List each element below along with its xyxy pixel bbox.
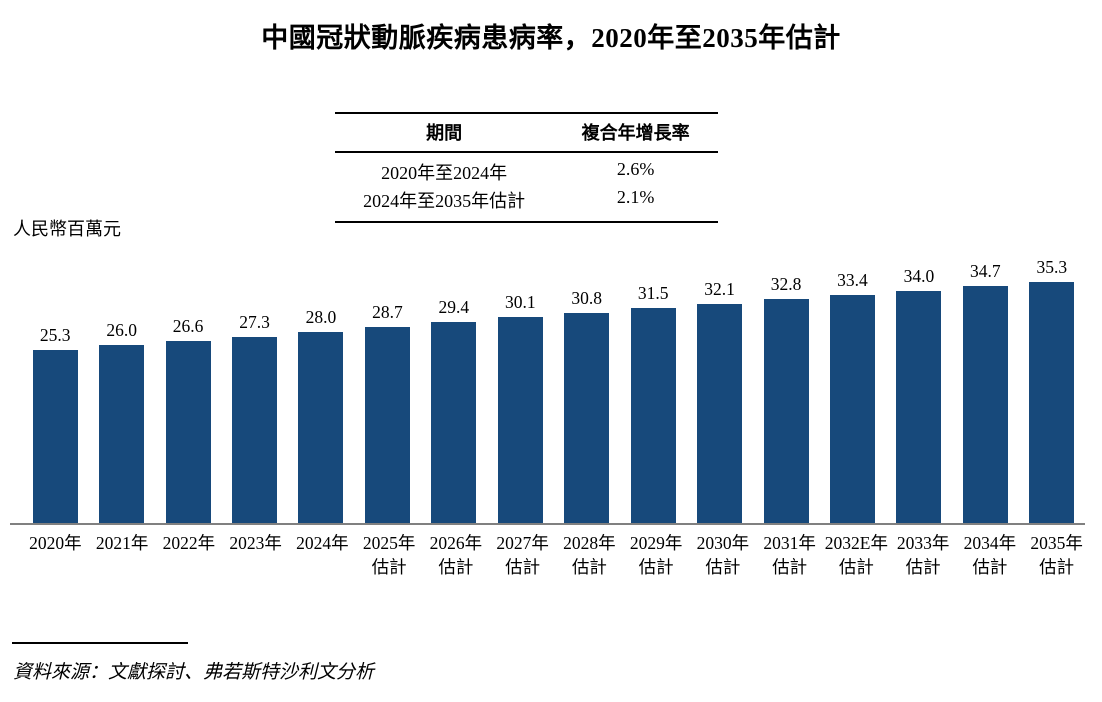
x-tick-label: 2023年 xyxy=(229,533,282,553)
cagr-header-period: 期間 xyxy=(426,123,463,143)
bar-value-label: 25.3 xyxy=(39,325,71,345)
bar-column: 35.3 xyxy=(1019,257,1085,523)
x-tick-label: 2022年 xyxy=(162,533,216,553)
bar-value-label: 31.5 xyxy=(637,283,669,303)
cagr-table: 期間 複合年增長率 2020年至2024年 2.6% 2024年至2035年估計… xyxy=(335,112,718,223)
bar-value-label: 34.7 xyxy=(970,261,1001,281)
cagr-period-cell: 2020年至2024年 xyxy=(381,163,508,183)
cagr-rate-cell: 2.6% xyxy=(616,159,655,179)
bar-column: 32.1 xyxy=(686,279,752,523)
bar xyxy=(697,304,743,523)
bar-value-label: 26.0 xyxy=(106,320,137,340)
bar-column: 28.0 xyxy=(288,307,354,523)
bar-value-label: 33.4 xyxy=(837,270,868,290)
x-tick-label: 2029年 估計 xyxy=(629,533,683,577)
bar-value-label: 32.8 xyxy=(770,274,802,294)
bar xyxy=(32,350,78,523)
bar-column: 26.0 xyxy=(88,320,154,523)
x-tick-label: 2033年 估計 xyxy=(896,533,950,577)
bar-value-label: 35.3 xyxy=(1036,257,1068,277)
bar xyxy=(829,295,875,523)
x-tick-label: 2027年 估計 xyxy=(496,533,549,577)
bar-value-label: 30.8 xyxy=(571,288,603,308)
x-tick-label: 2024年 xyxy=(296,533,349,553)
x-tick-label: 2021年 xyxy=(95,533,149,553)
x-tick-label: 2020年 xyxy=(29,533,82,553)
x-tick-label: 2025年 估計 xyxy=(362,533,416,577)
bar-value-label: 32.1 xyxy=(704,279,735,299)
bar xyxy=(896,291,942,523)
bar-value-label: 28.0 xyxy=(305,307,337,327)
x-tick-label: 2032E年 估計 xyxy=(824,533,888,577)
bar-column: 29.4 xyxy=(421,297,487,523)
bar-column: 25.3 xyxy=(22,325,88,523)
bar xyxy=(364,327,410,523)
x-tick-label: 2030年 估計 xyxy=(696,533,750,577)
bar-value-label: 26.6 xyxy=(172,316,204,336)
x-tick-label: 2034年 估計 xyxy=(963,533,1017,577)
bar xyxy=(431,322,477,523)
bar-value-label: 27.3 xyxy=(239,312,270,332)
cagr-rate-cell: 2.1% xyxy=(616,187,655,207)
bar-column: 31.5 xyxy=(620,283,686,523)
bar xyxy=(763,299,809,523)
x-tick-label: 2035年 估計 xyxy=(1030,533,1083,577)
bar-column: 30.1 xyxy=(487,292,553,523)
table-row: 2020年至2024年 2.6% xyxy=(335,158,718,186)
bar-column: 34.7 xyxy=(952,261,1018,523)
table-row: 2024年至2035年估計 2.1% xyxy=(335,186,718,214)
x-axis-ticks: 2020年 2021年 2022年 2023年 2024年 2025年 估計 2026年 估計 2… xyxy=(10,531,1090,579)
bar xyxy=(1029,282,1075,523)
bar-column: 26.6 xyxy=(155,316,221,523)
bar-column: 33.4 xyxy=(819,270,885,523)
source-note: 資料來源：文獻探討、弗若斯特沙利文分析 xyxy=(13,662,375,683)
bar xyxy=(564,313,610,523)
bar-value-label: 28.7 xyxy=(372,302,403,322)
chart-title: 中國冠狀動脈疾病患病率，2020年至2035年估計 xyxy=(261,23,841,53)
bar-value-label: 34.0 xyxy=(903,266,935,286)
x-tick-label: 2026年 估計 xyxy=(429,533,483,577)
cagr-period-cell: 2024年至2035年估計 xyxy=(363,191,526,211)
bar-column: 32.8 xyxy=(753,274,819,523)
bar-value-label: 30.1 xyxy=(504,292,536,312)
cagr-table-header-row: 期間 複合年增長率 xyxy=(335,114,718,153)
bar xyxy=(630,308,676,523)
bar-value-label: 29.4 xyxy=(438,297,470,317)
cagr-table-body: 2020年至2024年 2.6% 2024年至2035年估計 2.1% xyxy=(335,153,718,221)
source-divider-line xyxy=(12,642,188,644)
y-axis-unit-label: 人民幣百萬元 xyxy=(13,219,121,239)
bar xyxy=(298,332,344,523)
bar xyxy=(232,337,278,523)
bar-column: 27.3 xyxy=(221,312,287,523)
bar xyxy=(99,345,145,523)
bar-column: 28.7 xyxy=(354,302,420,523)
x-tick-label: 2028年 估計 xyxy=(563,533,616,577)
bar-column: 34.0 xyxy=(886,266,952,523)
bar xyxy=(497,317,543,523)
bar xyxy=(962,286,1008,523)
plot-area: 25.3 26.0 26.6 27.3 28.0 28.7 29.4 30.1 30.8 31.5… xyxy=(10,248,1085,525)
bar-column: 30.8 xyxy=(554,288,620,523)
bar xyxy=(165,341,211,523)
x-tick-label: 2031年 估計 xyxy=(763,533,816,577)
bar-chart: 25.3 26.0 26.6 27.3 28.0 28.7 29.4 30.1 30.8 31.5… xyxy=(10,248,1090,579)
cagr-header-rate: 複合年增長率 xyxy=(581,123,690,143)
